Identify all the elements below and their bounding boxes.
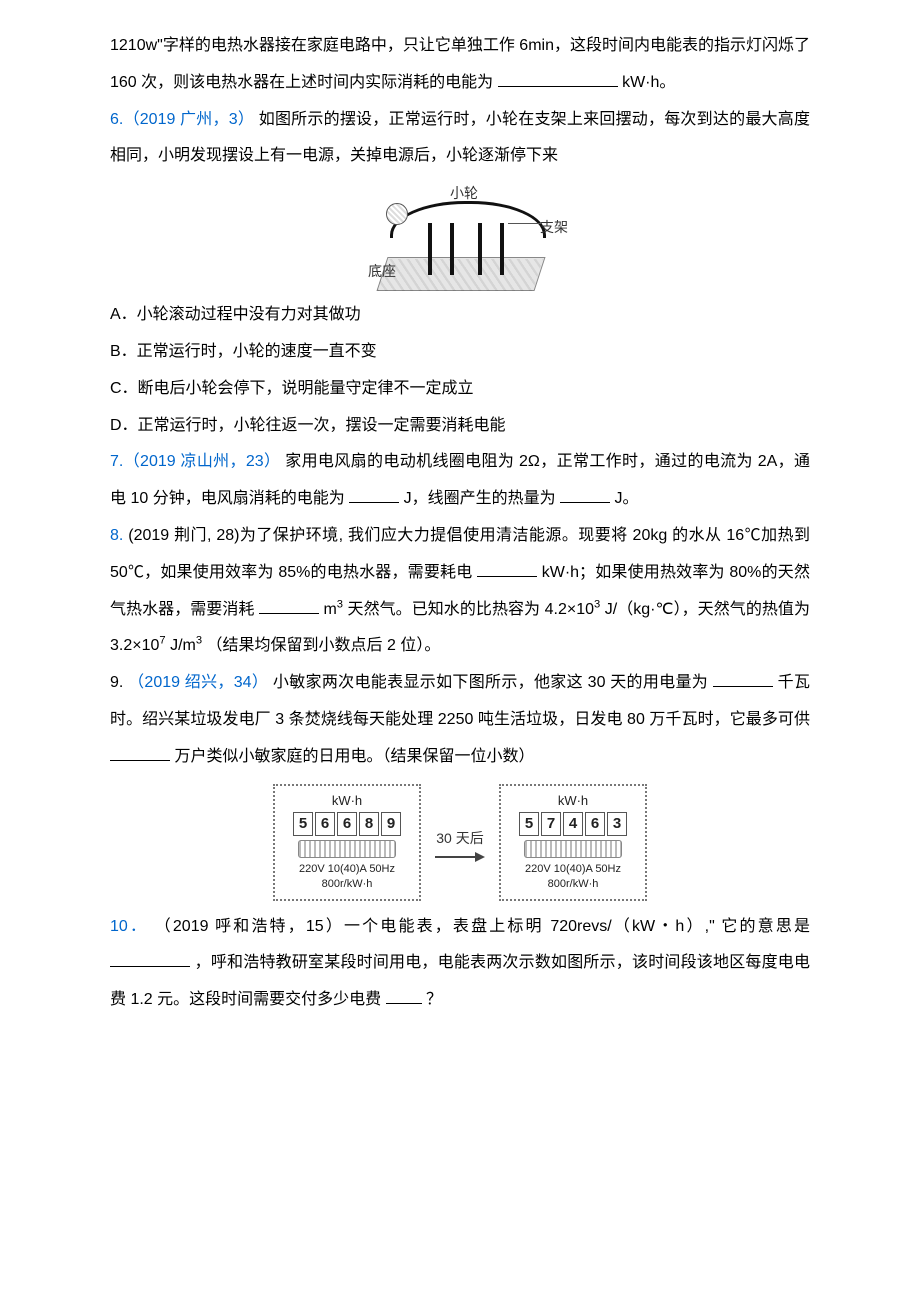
q9-num: 9. bbox=[110, 674, 123, 691]
figure-energy-meters: kW·h 5 6 6 8 9 220V 10(40)A 50Hz 800r/kW… bbox=[250, 784, 670, 901]
q-heater-continued: 1210w"字样的电热水器接在家庭电路中，只让它单独工作 6min，这段时间内电… bbox=[110, 28, 810, 102]
meter-spec2: 800r/kW·h bbox=[281, 877, 413, 892]
fig-leader-line bbox=[508, 223, 542, 224]
q8-unit-m: m bbox=[323, 601, 336, 618]
meter-spec2: 800r/kW·h bbox=[507, 877, 639, 892]
digit: 3 bbox=[607, 812, 627, 836]
q10-text-head: （2019 呼和浩特，15）一个电能表，表盘上标明 720revs/（kW・h）… bbox=[155, 918, 810, 935]
fig-post bbox=[500, 223, 504, 275]
digit: 4 bbox=[563, 812, 583, 836]
q8-text-5: （结果均保留到小数点后 2 位）。 bbox=[207, 637, 441, 654]
fig-post bbox=[450, 223, 454, 275]
text: 1210w"字样的电热水器接在家庭电路中，只让它单独工作 6min，这段时间内电… bbox=[110, 37, 810, 91]
blank-gas-volume[interactable] bbox=[259, 598, 319, 613]
label-support: 支架 bbox=[540, 211, 568, 243]
q6-option-c: C．断电后小轮会停下，说明能量守定律不一定成立 bbox=[110, 371, 810, 408]
sup-7: 7 bbox=[159, 635, 165, 647]
fig-post bbox=[428, 223, 432, 275]
q6-option-d: D．正常运行时，小轮往返一次，摆设一定需要消耗电能 bbox=[110, 408, 810, 445]
sup-3: 3 bbox=[196, 635, 202, 647]
text: kW·h。 bbox=[622, 74, 675, 91]
q10-text-tail: ？ bbox=[426, 991, 442, 1008]
label-wheel: 小轮 bbox=[450, 177, 478, 209]
fig-base-hatch bbox=[377, 259, 543, 291]
digit: 6 bbox=[315, 812, 335, 836]
meter-digits: 5 6 6 8 9 bbox=[281, 812, 413, 836]
q7-text-b: J，线圈产生的热量为 bbox=[404, 490, 556, 507]
blank-revs-meaning[interactable] bbox=[110, 952, 190, 967]
meter-digits: 5 7 4 6 3 bbox=[507, 812, 639, 836]
digit: 7 bbox=[541, 812, 561, 836]
digit: 9 bbox=[381, 812, 401, 836]
arrow-icon bbox=[435, 852, 485, 862]
meter-right: kW·h 5 7 4 6 3 220V 10(40)A 50Hz 800r/kW… bbox=[499, 784, 647, 901]
q8-text-4: J/m bbox=[170, 637, 196, 654]
blank-heat-j[interactable] bbox=[560, 488, 610, 503]
sup-3: 3 bbox=[337, 598, 343, 610]
label-base: 底座 bbox=[368, 255, 396, 287]
q6-option-b: B．正常运行时，小轮的速度一直不变 bbox=[110, 334, 810, 371]
q9: 9. （2019 绍兴，34） 小敏家两次电能表显示如下图所示，他家这 30 天… bbox=[110, 665, 810, 775]
meter-spec1: 220V 10(40)A 50Hz bbox=[281, 862, 413, 877]
meter-dial bbox=[524, 840, 622, 858]
q8-tag: 8. bbox=[110, 527, 123, 544]
blank-30day-kwh[interactable] bbox=[713, 672, 773, 687]
q10: 10． （2019 呼和浩特，15）一个电能表，表盘上标明 720revs/（k… bbox=[110, 909, 810, 1019]
digit: 5 bbox=[293, 812, 313, 836]
q10-tag: 10． bbox=[110, 918, 148, 935]
q6-tag: 6.（2019 广州，3） bbox=[110, 111, 254, 128]
blank-households[interactable] bbox=[110, 745, 170, 760]
digit: 8 bbox=[359, 812, 379, 836]
q8: 8. (2019 荆门, 28)为了保护环境, 我们应大力提倡使用清洁能源。现要… bbox=[110, 518, 810, 665]
digit: 5 bbox=[519, 812, 539, 836]
blank-energy-j[interactable] bbox=[349, 488, 399, 503]
q7: 7.（2019 凉山州，23） 家用电风扇的电动机线圈电阻为 2Ω，正常工作时，… bbox=[110, 444, 810, 518]
blank-energy-kwh[interactable] bbox=[498, 71, 618, 86]
q7-text-c: J。 bbox=[615, 490, 639, 507]
meter-unit: kW·h bbox=[281, 792, 413, 810]
figure-pendulum-toy: 小轮 支架 底座 bbox=[350, 181, 570, 291]
meter-left: kW·h 5 6 6 8 9 220V 10(40)A 50Hz 800r/kW… bbox=[273, 784, 421, 901]
arrow-label: 30 天后 bbox=[436, 822, 483, 854]
q10-text-mid: ，呼和浩特教研室某段时间用电，电能表两次示数如图所示，该时间段该地区每度电电费 … bbox=[110, 954, 810, 1008]
blank-kwh[interactable] bbox=[477, 561, 537, 576]
q7-tag: 7.（2019 凉山州，23） bbox=[110, 453, 280, 470]
q9-text-a: 小敏家两次电能表显示如下图所示，他家这 30 天的用电量为 bbox=[273, 674, 708, 691]
q9-text-c: 万户类似小敏家庭的日用电。（结果保留一位小数） bbox=[174, 748, 534, 765]
digit: 6 bbox=[337, 812, 357, 836]
fig-post bbox=[478, 223, 482, 275]
q8-text-2: 天然气。已知水的比热容为 4.2×10 bbox=[348, 601, 594, 618]
blank-fee[interactable] bbox=[386, 989, 422, 1004]
meter-unit: kW·h bbox=[507, 792, 639, 810]
arrow-30-days: 30 天后 bbox=[435, 822, 485, 862]
digit: 6 bbox=[585, 812, 605, 836]
sup-3: 3 bbox=[594, 598, 600, 610]
q6: 6.（2019 广州，3） 如图所示的摆设，正常运行时，小轮在支架上来回摆动，每… bbox=[110, 102, 810, 176]
q9-tag: （2019 绍兴，34） bbox=[128, 674, 268, 691]
q6-option-a: A．小轮滚动过程中没有力对其做功 bbox=[110, 297, 810, 334]
meter-dial bbox=[298, 840, 396, 858]
meter-spec1: 220V 10(40)A 50Hz bbox=[507, 862, 639, 877]
